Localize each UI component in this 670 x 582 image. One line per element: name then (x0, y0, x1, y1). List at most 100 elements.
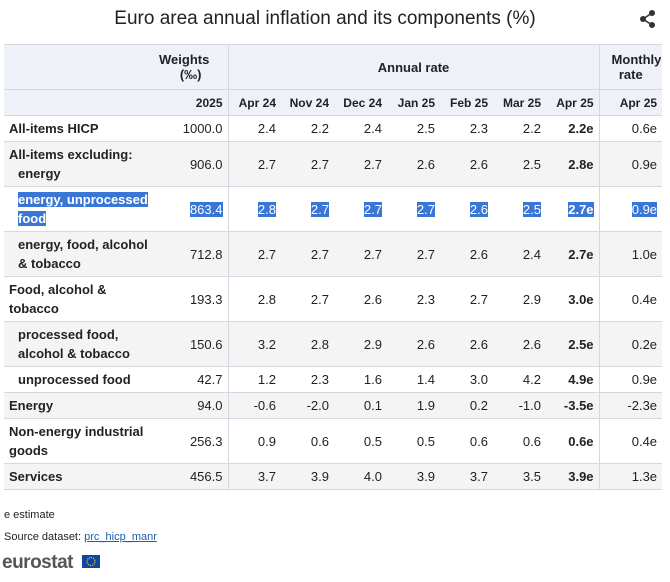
cell: 150.6 (154, 321, 228, 367)
cell-text: 2.4 (522, 246, 541, 262)
cell-text: 0.2e (631, 336, 658, 352)
cell: 2.7 (227, 141, 281, 187)
row-label: unprocessed food (4, 366, 154, 393)
cell: 3.0 (440, 366, 493, 393)
cell: 3.5 (493, 463, 546, 490)
cell: 0.6 (281, 418, 334, 464)
cell-text: 1000.0 (182, 121, 223, 136)
inflation-table: Weights (‰) Annual rate Monthly rate 202… (4, 44, 663, 490)
cell-text: 94.0 (197, 398, 223, 413)
cell: 456.5 (154, 463, 228, 490)
cell-text: 0.9e (631, 201, 658, 217)
cell: 4.2 (493, 366, 546, 393)
cell: 1000.0 (154, 115, 228, 142)
cell: 0.2e (598, 321, 663, 367)
period-header: Apr 25 (546, 89, 600, 116)
label-text: All-items excluding: (9, 147, 133, 162)
cell: 2.6 (440, 141, 493, 187)
cell-text: 2.6 (522, 336, 541, 352)
cell: 3.9 (387, 463, 440, 490)
cell: 42.7 (154, 366, 228, 393)
label-text: energy, food, alcohol & tobacco (18, 237, 148, 271)
cell-text: 1.0e (631, 246, 658, 262)
cell-text: 150.6 (189, 336, 223, 352)
cell-text: 193.3 (189, 291, 223, 307)
cell: 2.8 (227, 186, 281, 232)
cell: 2.2 (281, 115, 334, 142)
label-text: unprocessed food (18, 372, 131, 387)
cell: 0.6 (493, 418, 546, 464)
table-row: energy, unprocessed food 863.4 2.8 2.7 2.7 2.… (4, 186, 663, 232)
cell: 2.4 (227, 115, 281, 142)
cell: 2.7 (387, 186, 440, 232)
cell-text: 2.7 (363, 156, 382, 172)
cell: 2.5 (387, 115, 440, 142)
cell-text: 2.7 (363, 201, 382, 217)
cell-text: 2.6 (469, 336, 488, 352)
cell: 2.3 (440, 115, 493, 142)
cell-text: 2.4 (257, 121, 276, 136)
cell-text: 0.2 (469, 398, 488, 413)
cell: -2.3e (598, 392, 663, 419)
cell-text: 3.7 (257, 469, 276, 484)
cell: 0.6e (598, 115, 663, 142)
cell: 0.4e (598, 418, 663, 464)
cell: 2.7e (546, 231, 600, 277)
cell: 3.0e (546, 276, 600, 322)
cell: 2.7 (227, 231, 281, 277)
cell-text: 0.6e (568, 433, 594, 449)
note: e estimate (4, 509, 55, 521)
label-text: Services (9, 469, 63, 484)
row-label: energy, unprocessed food (4, 186, 154, 232)
cell-text: 906.0 (189, 156, 223, 172)
cell: 2.7 (334, 186, 387, 232)
cell-text: 0.6e (631, 121, 658, 136)
cell-text: -2.0 (306, 398, 329, 413)
cell: 2.7 (334, 141, 387, 187)
cell: 2.5e (546, 321, 600, 367)
source-link[interactable]: prc_hicp_manr (84, 531, 157, 543)
cell: 0.6e (546, 418, 600, 464)
cell: 4.0 (334, 463, 387, 490)
label-text: energy, unprocessed food (18, 192, 148, 226)
cell-text: 3.9 (416, 469, 435, 484)
cell: 0.9e (598, 141, 663, 187)
cell-text: -2.3e (627, 398, 658, 413)
cell-text: 2.9 (363, 336, 382, 352)
period-header: Mar 25 (493, 89, 546, 116)
label-text: All-items HICP (9, 121, 99, 136)
cell: 1.0e (598, 231, 663, 277)
cell: 0.9e (598, 366, 663, 393)
table-row: Food, alcohol & tobacco 193.3 2.8 2.7 2.6 2.3… (4, 276, 663, 322)
label-text: energy (18, 166, 61, 181)
cell-text: 2.7 (363, 246, 382, 262)
cell-text: 0.4e (631, 433, 658, 449)
cell-text: 3.7 (469, 469, 488, 484)
cell: 863.4 (154, 186, 228, 232)
cell-text: 0.6 (310, 433, 329, 449)
cell-text: 4.0 (363, 469, 382, 484)
cell-text: 2.4 (363, 121, 382, 136)
share-icon[interactable] (640, 10, 656, 28)
cell-text: 0.6 (469, 433, 488, 449)
table-row: processed food, alcohol & tobacco 150.6 3.… (4, 321, 663, 367)
label-text: Food, alcohol & tobacco (9, 282, 107, 316)
cell: 2.3 (281, 366, 334, 393)
cell-text: 3.5 (522, 469, 541, 484)
cell-text: 2.5 (522, 156, 541, 172)
cell-text: 2.8 (257, 201, 276, 217)
cell: 2.4 (334, 115, 387, 142)
cell-text: 3.0e (568, 291, 594, 307)
cell-text: 0.9e (631, 156, 658, 172)
cell: 2.7 (281, 276, 334, 322)
cell-text: 2.6 (469, 156, 488, 172)
cell-text: 1.6 (363, 372, 382, 387)
row-label: Services (4, 463, 154, 490)
cell: 3.7 (440, 463, 493, 490)
table-row: Energy 94.0 -0.6 -2.0 0.1 1.9 0.2 -1.0 -3.5e -2.3… (4, 392, 663, 419)
table-row: Services 456.5 3.7 3.9 4.0 3.9 3.7 3.5 3.9e 1.3e (4, 463, 663, 490)
cell-text: 1.2 (257, 372, 276, 387)
cell: 4.9e (546, 366, 600, 393)
cell-text: 3.0 (469, 372, 488, 387)
source-label: Source dataset: (4, 531, 82, 543)
